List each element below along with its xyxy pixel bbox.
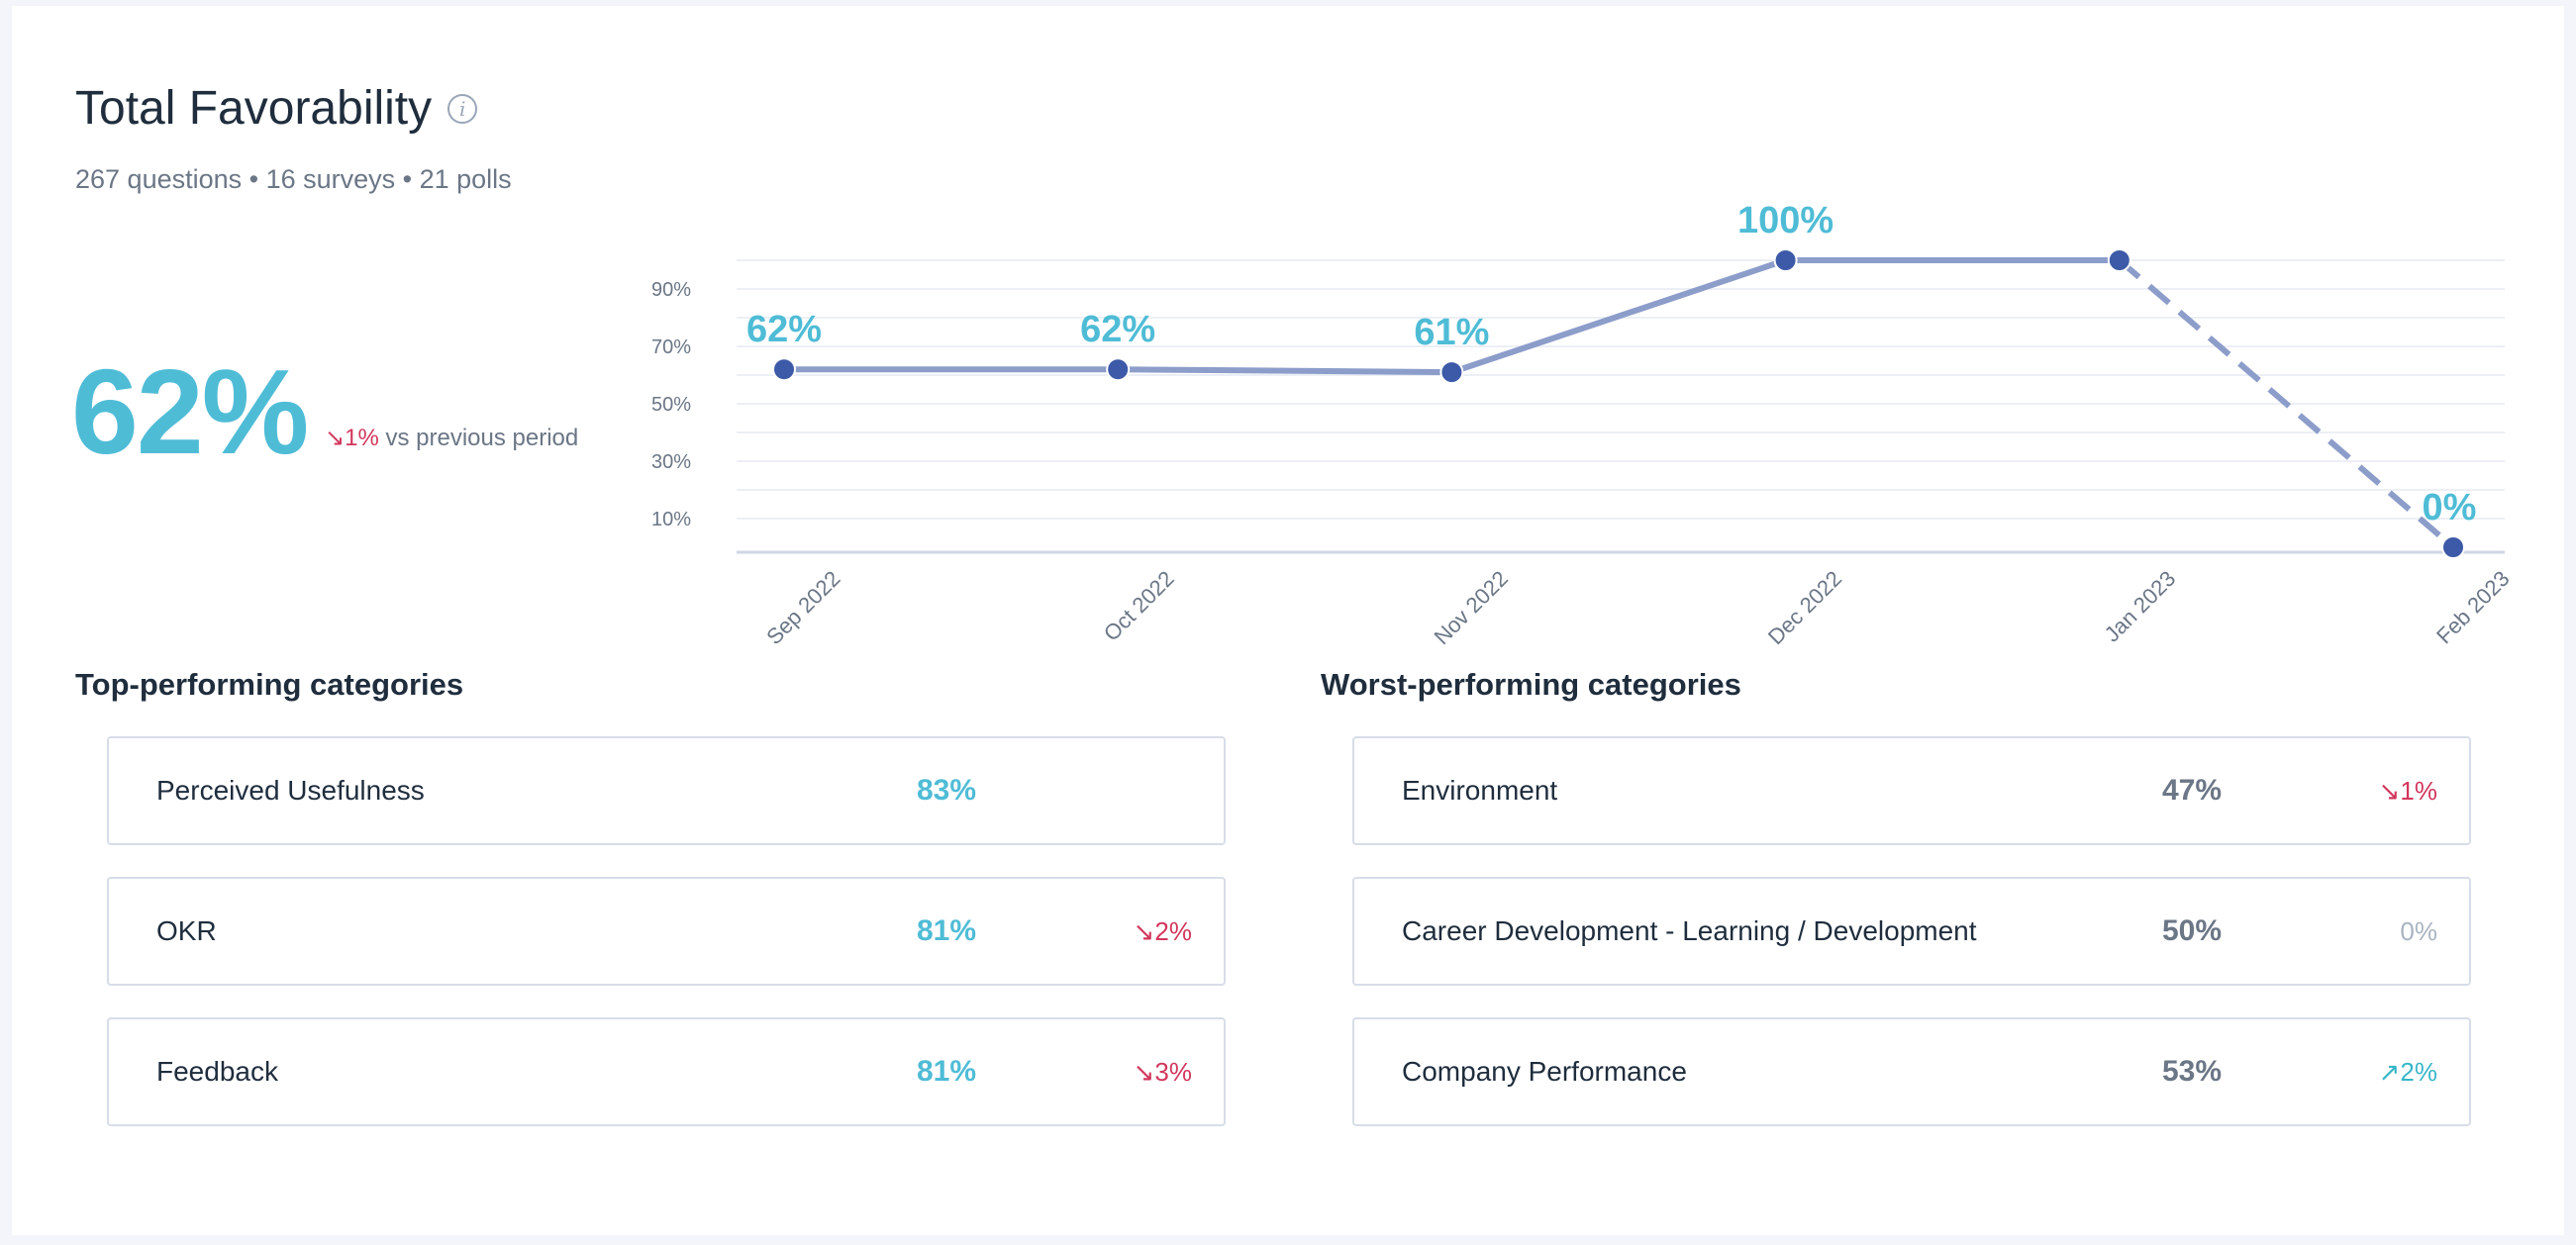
category-value: 81% bbox=[917, 1055, 977, 1088]
trend-down-icon: ↘ bbox=[325, 425, 346, 451]
period-delta-value: 1% bbox=[345, 425, 379, 451]
category-name: OKR bbox=[156, 915, 217, 946]
category-value: 83% bbox=[917, 774, 977, 807]
worst-category-card[interactable]: Career Development - Learning / Developm… bbox=[1352, 877, 2471, 986]
category-name: Perceived Usefulness bbox=[156, 775, 425, 806]
category-delta: ↗2% bbox=[2379, 1019, 2437, 1124]
category-value: 81% bbox=[917, 914, 977, 947]
top-category-card[interactable]: Feedback 81% ↘3% bbox=[107, 1017, 1226, 1126]
category-delta: ↘2% bbox=[1134, 879, 1192, 984]
data-point bbox=[2441, 535, 2465, 559]
data-point bbox=[1773, 248, 1798, 272]
worst-categories-title: Worst-performing categories bbox=[1321, 667, 1741, 702]
y-tick-label: 50% bbox=[651, 394, 691, 416]
data-point bbox=[1439, 360, 1464, 385]
data-label: 62% bbox=[746, 309, 822, 350]
x-tick-label: Nov 2022 bbox=[1430, 566, 1513, 649]
category-name: Company Performance bbox=[1402, 1056, 1687, 1087]
trend-down-icon: ↘ bbox=[1133, 916, 1155, 946]
category-value: 50% bbox=[2162, 914, 2223, 947]
period-delta-label: vs previous period bbox=[385, 425, 579, 451]
x-tick-label: Sep 2022 bbox=[761, 566, 844, 649]
x-tick-label: Jan 2023 bbox=[2100, 566, 2181, 647]
trend-up-icon: ↗ bbox=[2378, 1057, 2401, 1087]
category-name: Environment bbox=[1402, 775, 1558, 806]
category-value: 53% bbox=[2162, 1055, 2223, 1088]
y-tick-label: 90% bbox=[651, 279, 691, 301]
trend-down-icon: ↘ bbox=[2378, 776, 2401, 806]
category-delta-value: 2% bbox=[2400, 1057, 2437, 1087]
x-tick-label: Oct 2022 bbox=[1099, 566, 1179, 646]
category-name: Career Development - Learning / Developm… bbox=[1402, 915, 1977, 946]
y-tick-label: 30% bbox=[651, 451, 691, 473]
worst-category-card[interactable]: Company Performance 53% ↗2% bbox=[1352, 1017, 2471, 1126]
category-delta-value: 1% bbox=[2400, 776, 2437, 806]
period-comparison: ↘1% vs previous period bbox=[325, 424, 578, 452]
category-delta-value: 3% bbox=[1154, 1057, 1192, 1087]
category-delta: ↘3% bbox=[1134, 1019, 1192, 1124]
data-point bbox=[772, 357, 796, 382]
title-text: Total Favorability bbox=[75, 82, 433, 135]
summary-counts: 267 questions • 16 surveys • 21 polls bbox=[75, 164, 512, 194]
page-title: Total Favorability i bbox=[75, 81, 478, 136]
data-point bbox=[2107, 248, 2131, 272]
category-delta-value: 0% bbox=[2400, 916, 2437, 946]
favorability-line-chart: 90% 70% 50% 30% 10% 62% 62% 61% 100% 0% Sep 2022 Oc… bbox=[651, 200, 2515, 649]
top-category-card[interactable]: OKR 81% ↘2% bbox=[107, 877, 1226, 986]
trend-down-icon: ↘ bbox=[1133, 1057, 1155, 1087]
data-label: 61% bbox=[1414, 312, 1489, 353]
y-tick-label: 70% bbox=[651, 336, 691, 358]
series-line-segment bbox=[1115, 366, 1455, 376]
top-category-card[interactable]: Perceived Usefulness 83% bbox=[107, 736, 1226, 845]
category-name: Feedback bbox=[156, 1056, 278, 1087]
total-favorability-value: 62% bbox=[71, 344, 309, 479]
x-tick-label: Feb 2023 bbox=[2431, 566, 2514, 648]
category-delta: ↘1% bbox=[2379, 738, 2437, 843]
y-tick-label: 10% bbox=[651, 509, 691, 530]
top-categories-title: Top-performing categories bbox=[75, 667, 464, 702]
favorability-card: Total Favorability i 267 questions • 16 … bbox=[12, 6, 2564, 1235]
category-delta: 0% bbox=[2400, 879, 2437, 984]
category-value: 47% bbox=[2162, 774, 2223, 807]
info-icon[interactable]: i bbox=[447, 93, 478, 124]
data-point bbox=[1106, 357, 1131, 382]
category-delta-value: 2% bbox=[1154, 916, 1192, 946]
worst-category-card[interactable]: Environment 47% ↘1% bbox=[1352, 736, 2471, 845]
data-label: 0% bbox=[2423, 487, 2477, 528]
series-line-dashed-segment bbox=[2117, 257, 2455, 550]
series-line-segment bbox=[1448, 257, 1789, 376]
x-tick-label: Dec 2022 bbox=[1763, 566, 1846, 649]
data-label: 62% bbox=[1080, 309, 1155, 350]
data-label: 100% bbox=[1737, 200, 1833, 241]
